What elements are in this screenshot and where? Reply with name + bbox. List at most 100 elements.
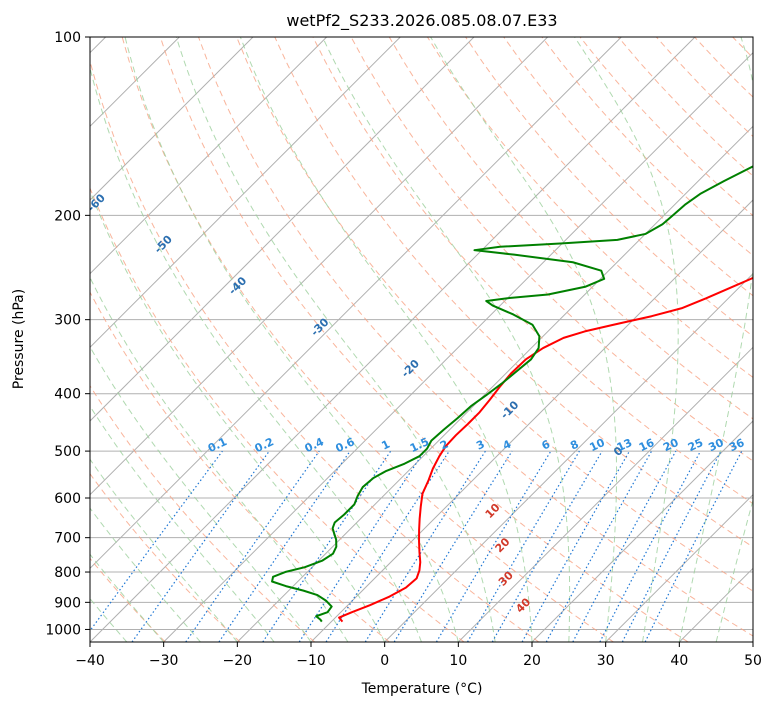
mixing-ratio-label: 6 bbox=[540, 437, 553, 452]
mixing-ratio-label: 36 bbox=[727, 436, 747, 454]
dry-adiabat-label: -40 bbox=[226, 274, 249, 297]
dry-adiabat-label: -30 bbox=[308, 315, 331, 338]
dry-adiabat-line bbox=[90, 384, 316, 642]
mixing-ratio-line bbox=[521, 450, 631, 642]
moist-adiabat-line bbox=[715, 498, 753, 642]
isotherm-line bbox=[678, 567, 753, 642]
mixing-ratio-line bbox=[131, 450, 270, 642]
moist-adiabat-line bbox=[430, 37, 618, 642]
dry-adiabat-line bbox=[655, 37, 753, 138]
mixing-ratio-label: 10 bbox=[587, 436, 607, 454]
isotherm-line bbox=[90, 37, 401, 349]
isotherm-line bbox=[90, 37, 549, 496]
chart-title: wetPf2_S233.2026.085.08.07.E33 bbox=[286, 11, 557, 31]
y-tick-label: 100 bbox=[54, 30, 81, 46]
x-tick-label: 30 bbox=[597, 653, 615, 669]
x-tick-label: −40 bbox=[75, 653, 105, 669]
mixing-ratio-line bbox=[218, 450, 351, 642]
dry-adiabat-line bbox=[159, 37, 689, 642]
mixing-ratio-label: 0.2 bbox=[253, 435, 276, 455]
moist-adiabat-line bbox=[90, 345, 312, 642]
y-tick-label: 500 bbox=[54, 444, 81, 460]
moist-adiabat-line bbox=[90, 189, 386, 642]
x-tick-label: 50 bbox=[744, 653, 762, 669]
x-tick-label: 0 bbox=[380, 653, 389, 669]
moist-adiabat-line bbox=[90, 276, 349, 642]
mixing-ratio-line bbox=[393, 450, 513, 642]
series-layer bbox=[271, 165, 753, 623]
y-tick-label: 800 bbox=[54, 565, 81, 581]
isotherm-line bbox=[163, 51, 753, 642]
moist-adiabat-line bbox=[90, 507, 201, 642]
dry-adiabat-line bbox=[771, 37, 775, 642]
moist-adiabat-line bbox=[90, 553, 165, 642]
mixing-ratio-label: 0.1 bbox=[206, 435, 229, 455]
isotherm-line bbox=[90, 37, 696, 642]
mixing-ratio-line bbox=[298, 450, 425, 642]
mixing-ratio-line bbox=[325, 450, 450, 642]
dry-adiabat-label: -60 bbox=[85, 191, 108, 214]
dry-adiabat-line bbox=[90, 291, 390, 642]
dry-adiabat-line bbox=[90, 472, 241, 642]
isotherm-line bbox=[90, 37, 328, 275]
dry-adiabat-line bbox=[503, 37, 753, 297]
mixing-ratio-line bbox=[185, 450, 320, 642]
mixing-ratio-line bbox=[572, 450, 677, 642]
y-axis-label: Pressure (hPa) bbox=[11, 289, 27, 389]
mixing-ratio-label: 2 bbox=[438, 438, 450, 453]
mixing-ratio-label: 30 bbox=[706, 436, 726, 454]
dry-adiabat-label: -50 bbox=[152, 233, 175, 256]
dry-adiabat-line bbox=[90, 59, 540, 642]
mixing-ratio-line bbox=[545, 450, 653, 642]
mixing-ratio-line bbox=[621, 450, 722, 642]
mixing-ratio-line bbox=[364, 450, 486, 642]
x-tick-label: 10 bbox=[449, 653, 467, 669]
dry-adiabat-label: -70 bbox=[25, 150, 48, 173]
y-tick-label: 900 bbox=[54, 595, 81, 611]
dry-adiabat-line bbox=[236, 37, 753, 592]
mixing-ratio-label: 8 bbox=[568, 438, 580, 453]
moist-adiabat-line bbox=[90, 66, 422, 642]
moist-adiabat-line bbox=[678, 37, 753, 642]
moist-adiabat-line bbox=[175, 37, 496, 642]
dry-adiabat-line bbox=[465, 37, 753, 337]
x-tick-label: −10 bbox=[296, 653, 326, 669]
mixing-ratio-line bbox=[262, 450, 392, 642]
mixing-ratio-label: 13 bbox=[615, 436, 634, 454]
dry-adiabat-line bbox=[541, 37, 753, 257]
thermo-lines-layer bbox=[90, 37, 775, 642]
isotherm-line bbox=[90, 37, 622, 570]
moist-adiabat-line bbox=[124, 37, 459, 642]
mixing-ratio-label: 1 bbox=[380, 438, 392, 453]
mixing-ratio-line bbox=[599, 450, 702, 642]
isotherm-line bbox=[236, 125, 753, 642]
dry-adiabat-line bbox=[312, 37, 753, 505]
isotherm-line bbox=[384, 272, 753, 642]
x-tick-label: −30 bbox=[149, 653, 179, 669]
dry-adiabat-line bbox=[198, 37, 753, 637]
isotherm-line bbox=[310, 199, 753, 642]
dry-adiabat-line bbox=[426, 37, 753, 378]
y-tick-label: 600 bbox=[54, 491, 81, 507]
moist-adiabat-line bbox=[90, 597, 128, 642]
isotherm-line bbox=[457, 346, 753, 642]
moist-adiabat-line bbox=[90, 458, 238, 642]
y-tick-label: 200 bbox=[54, 208, 81, 224]
mixing-ratio-label: 16 bbox=[637, 436, 657, 454]
x-tick-label: 40 bbox=[670, 653, 688, 669]
mixing-ratio-line bbox=[644, 450, 743, 642]
moist-adiabat-line bbox=[239, 37, 533, 642]
dewpoint-profile-line bbox=[271, 165, 753, 623]
mixing-ratio-label: 20 bbox=[661, 436, 681, 454]
mixing-ratio-line bbox=[90, 450, 223, 632]
dry-adiabat-line bbox=[274, 37, 753, 548]
axes-layer: −40 −30 −20 −10 0 10 20 30 40 5010020030040050060… bbox=[45, 30, 762, 669]
dry-adiabat-line bbox=[121, 37, 614, 642]
y-tick-label: 1000 bbox=[45, 622, 81, 638]
dry-adiabat-line bbox=[90, 186, 465, 642]
x-tick-label: 20 bbox=[523, 653, 541, 669]
isotherm-line bbox=[605, 493, 753, 642]
dry-adiabat-line bbox=[694, 37, 753, 98]
